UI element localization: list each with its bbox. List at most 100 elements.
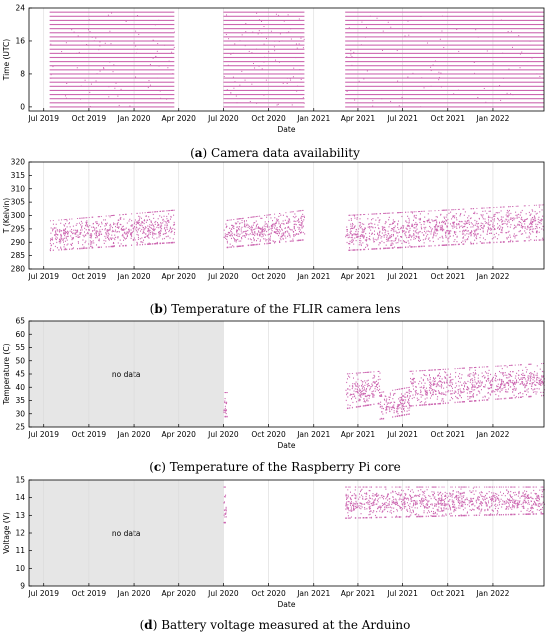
data-point [448,212,450,214]
data-point [359,400,361,402]
data-point [481,224,483,227]
data-point [457,507,459,509]
data-point [60,247,62,249]
data-point [255,48,257,50]
data-point [367,501,369,503]
data-point [366,371,368,373]
data-point [489,506,491,508]
data-point [118,104,120,106]
data-point [60,241,62,243]
data-point [268,214,270,216]
data-point [90,236,92,238]
data-point [458,389,460,391]
x-tick-label: Jul 2021 [386,430,418,439]
data-point [249,227,251,229]
data-point [461,233,463,235]
data-point [253,222,255,224]
data-point [236,230,238,232]
data-point [75,235,77,238]
data-point [401,229,403,232]
data-point [461,498,463,500]
data-point [386,409,388,411]
data-point [88,29,90,31]
data-point [470,235,472,237]
data-point [404,393,406,395]
data-point [414,231,416,233]
data-point [143,228,145,230]
data-point [381,98,383,100]
data-point [86,217,88,219]
data-point [279,225,281,227]
data-point [284,232,286,234]
data-point [230,246,232,248]
data-point [277,229,279,231]
data-point [288,218,290,220]
data-point [99,41,101,43]
data-point [411,397,413,400]
data-point [443,381,445,383]
data-point [50,238,52,240]
data-point [397,403,399,406]
data-point [487,366,489,368]
data-point [300,215,302,217]
data-point [526,389,528,391]
data-point [294,229,296,232]
data-point [287,235,289,237]
data-point [484,494,486,497]
data-point [434,244,436,247]
data-point [429,387,431,389]
data-point [170,230,172,232]
data-point [492,494,494,496]
data-point [281,222,283,225]
data-point [467,387,469,389]
data-point [446,230,448,232]
data-point [276,228,278,230]
data-point [503,241,505,243]
data-point [114,230,116,233]
data-point [364,239,366,241]
data-point [422,505,424,507]
data-point [528,211,530,214]
data-point [454,215,456,217]
data-point [415,230,417,232]
data-point [365,382,367,384]
availability-stripe [345,65,544,67]
data-point [366,395,368,398]
data-point [365,371,367,373]
data-point [273,227,275,229]
data-point [392,407,394,409]
data-point [165,222,167,224]
data-point [472,385,474,388]
data-point [494,504,496,506]
data-point [541,376,543,378]
data-point [440,497,442,499]
data-point [386,240,388,242]
data-point [299,239,301,241]
data-point [349,373,351,375]
data-point [87,233,89,235]
data-point [158,65,160,67]
data-point [260,227,262,230]
data-point [167,220,169,222]
data-point [416,500,418,502]
data-point [407,387,409,389]
data-point [131,225,133,227]
data-point [166,210,168,212]
data-point [415,211,417,213]
data-point [75,233,77,235]
data-point [530,375,532,377]
data-point [420,389,422,391]
data-point [91,36,93,38]
data-point [522,503,524,505]
data-point [162,210,164,212]
data-point [476,212,478,215]
data-point [518,231,520,233]
data-point [419,370,421,372]
data-point [258,19,260,21]
data-point [482,386,484,388]
data-point [350,230,352,232]
data-point [89,234,91,236]
data-point [107,229,109,231]
data-point [389,236,391,238]
data-point [111,234,113,236]
